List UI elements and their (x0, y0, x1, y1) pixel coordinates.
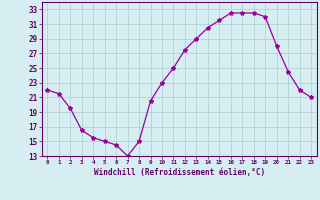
X-axis label: Windchill (Refroidissement éolien,°C): Windchill (Refroidissement éolien,°C) (94, 168, 265, 177)
